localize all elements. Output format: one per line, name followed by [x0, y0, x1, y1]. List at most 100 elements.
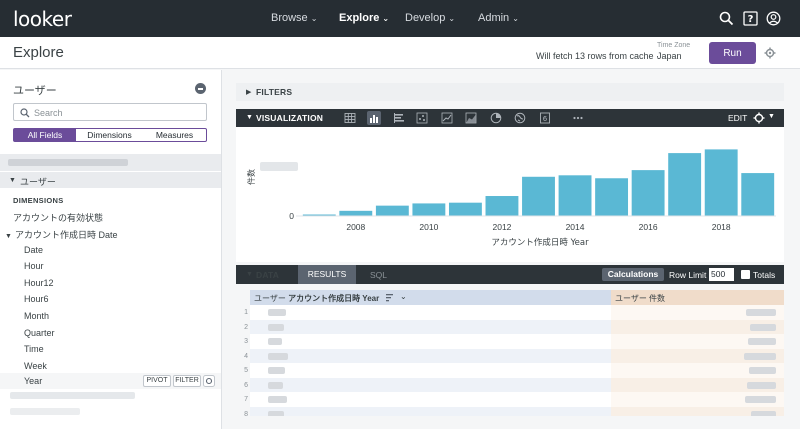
field-year[interactable]: Year [24, 376, 43, 386]
chart-bar[interactable] [339, 210, 373, 216]
chart-bar[interactable] [558, 175, 592, 216]
obscured-view-row[interactable] [0, 154, 221, 171]
filters-section-bar[interactable]: ▶ FILTERS [236, 83, 784, 101]
field-search-input[interactable] [34, 106, 202, 119]
scatter-chart-icon[interactable] [416, 112, 428, 124]
bar-chart-icon[interactable] [393, 112, 405, 124]
field-account-created-date-group[interactable]: ▼ アカウント作成日時 Date [5, 230, 118, 240]
single-value-icon[interactable]: 6 [539, 112, 551, 124]
measure-cell[interactable] [611, 363, 784, 378]
edit-visualization-button[interactable]: EDIT [728, 113, 748, 123]
tab-results[interactable]: RESULTS [298, 265, 356, 284]
tab-dimensions[interactable]: Dimensions [76, 128, 144, 142]
obscured-value [747, 381, 776, 389]
tab-all-fields[interactable]: All Fields [13, 128, 77, 142]
collapse-minus-icon[interactable] [195, 83, 206, 94]
timezone-select[interactable]: Japan [657, 51, 682, 61]
view-section-label: ユーザー [20, 177, 56, 187]
measure-cell[interactable] [611, 334, 784, 349]
nav-browse[interactable]: Browse ⌄ [271, 12, 318, 24]
chart-bar[interactable] [704, 149, 738, 216]
measure-cell[interactable] [611, 392, 784, 407]
measure-cell[interactable] [611, 319, 784, 335]
chevron-down-icon[interactable]: ⌄ [400, 292, 407, 301]
sort-icon[interactable] [386, 293, 395, 302]
search-icon[interactable] [719, 11, 734, 26]
totals-checkbox[interactable] [741, 270, 750, 279]
dimension-column-header[interactable]: ユーザー アカウント作成日時 Year ⌄ [250, 290, 611, 305]
chart-bar[interactable] [485, 196, 519, 216]
filter-button[interactable]: FILTER [173, 375, 201, 387]
table-row [250, 377, 784, 393]
obscured-value [268, 396, 287, 403]
visualization-section-bar[interactable]: ▼ VISUALIZATION 6 EDIT ▼ [236, 109, 784, 127]
line-chart-icon[interactable] [441, 112, 453, 124]
measure-cell[interactable] [611, 305, 784, 320]
explore-header: Explore Will fetch 13 rows from cache · … [0, 37, 800, 69]
field-hour12[interactable]: Hour12 [24, 278, 54, 288]
chart-bar[interactable] [448, 202, 482, 216]
tab-sql[interactable]: SQL [370, 270, 388, 280]
measure-cell[interactable] [611, 406, 784, 416]
visualization-chart-panel: 2008 2010 2012 2014 2016 2018 0 件数 アカウント作成日時 … [236, 127, 784, 262]
more-icon[interactable] [572, 112, 584, 124]
table-icon[interactable] [344, 112, 356, 124]
chart-bar[interactable] [668, 153, 702, 216]
chart-bar[interactable] [631, 170, 665, 216]
dimension-cell[interactable] [250, 305, 611, 320]
chart-bar[interactable] [375, 205, 409, 216]
field-date[interactable]: Date [24, 245, 44, 255]
field-account-status[interactable]: アカウントの有効状態 [13, 213, 104, 223]
data-section-bar[interactable]: ▼ DATA RESULTS SQL Calculations Row Limi… [236, 265, 784, 284]
chart-bar[interactable] [522, 176, 555, 216]
pivot-button[interactable]: PIVOT [143, 375, 171, 387]
row-limit-input[interactable] [709, 268, 734, 281]
field-gear-icon[interactable] [203, 375, 215, 387]
measure-cell[interactable] [611, 348, 784, 364]
nav-explore[interactable]: Explore ⌄ [339, 12, 390, 24]
looker-logo[interactable]: looker [13, 7, 72, 31]
dimension-cell[interactable] [250, 319, 611, 335]
help-icon[interactable]: ? [743, 11, 758, 26]
field-quarter[interactable]: Quarter [24, 328, 55, 338]
run-button[interactable]: Run [709, 42, 756, 64]
field-hour[interactable]: Hour [24, 261, 44, 271]
dimension-cell[interactable] [250, 348, 611, 364]
totals-label: Totals [753, 270, 776, 280]
measure-column-header[interactable]: ユーザー 件数 [611, 290, 784, 305]
nav-develop[interactable]: Develop ⌄ [405, 12, 456, 24]
gear-icon[interactable] [764, 47, 776, 59]
table-row [250, 406, 784, 416]
field-hour6[interactable]: Hour6 [24, 294, 49, 304]
chart-bar[interactable] [302, 214, 336, 216]
pie-chart-icon[interactable] [490, 112, 502, 124]
dimension-cell[interactable] [250, 406, 611, 416]
measure-cell[interactable] [611, 377, 784, 393]
calculations-button[interactable]: Calculations [602, 268, 664, 281]
column-chart-icon[interactable] [367, 111, 381, 125]
field-time[interactable]: Time [24, 344, 44, 354]
dimension-cell[interactable] [250, 377, 611, 393]
dimension-cell[interactable] [250, 334, 611, 349]
field-week[interactable]: Week [24, 361, 47, 371]
dimension-cell[interactable] [250, 392, 611, 407]
chevron-down-icon[interactable]: ▼ [768, 113, 775, 120]
obscured-value [751, 410, 776, 416]
chart-bar[interactable] [595, 178, 629, 216]
obscured-value [745, 396, 776, 403]
svg-text:6: 6 [543, 115, 548, 123]
obscured-value [748, 338, 776, 345]
area-chart-icon[interactable] [465, 112, 477, 124]
obscured-value [268, 338, 282, 345]
nav-admin[interactable]: Admin ⌄ [478, 12, 519, 24]
map-icon[interactable] [514, 112, 526, 124]
chart-bar[interactable] [412, 203, 446, 216]
field-month[interactable]: Month [24, 311, 50, 321]
tab-measures[interactable]: Measures [143, 128, 207, 142]
user-account-icon[interactable] [766, 11, 781, 26]
visualization-gear-icon[interactable] [753, 112, 765, 124]
chart-bar[interactable] [741, 173, 775, 216]
view-section-header[interactable]: ▼ ユーザー [0, 172, 221, 188]
field-search-box[interactable] [13, 103, 207, 121]
dimension-cell[interactable] [250, 363, 611, 378]
